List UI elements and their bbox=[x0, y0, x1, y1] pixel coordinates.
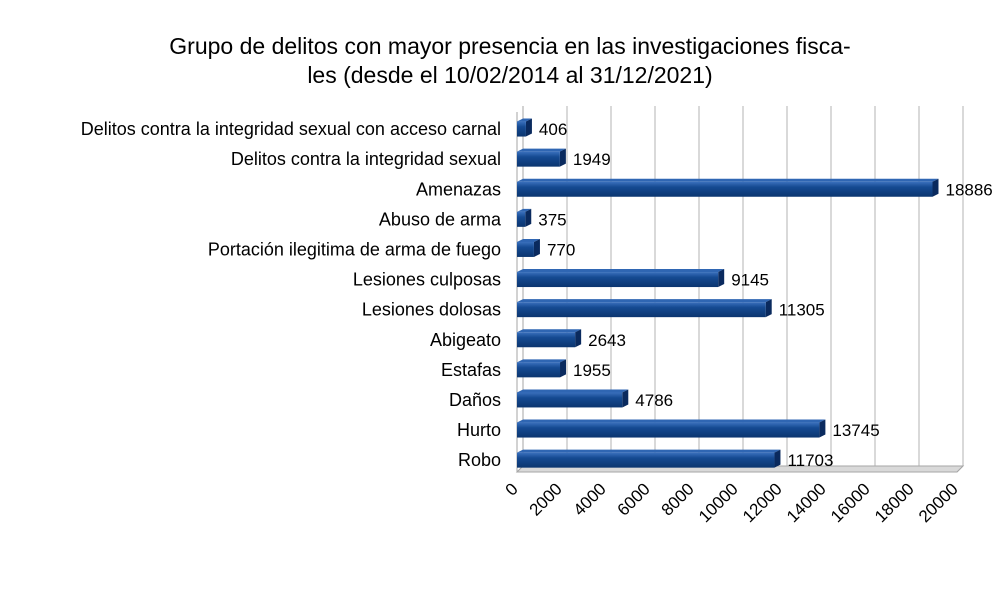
category-label: Abuso de arma bbox=[379, 209, 502, 229]
x-tick-label: 18000 bbox=[871, 479, 918, 526]
bar-top bbox=[517, 329, 582, 333]
bar bbox=[517, 329, 582, 348]
value-label: 11703 bbox=[787, 451, 833, 470]
value-label: 2643 bbox=[588, 331, 626, 350]
category-label: Delitos contra la integridad sexual bbox=[231, 149, 501, 169]
bar-front bbox=[517, 181, 933, 197]
bar bbox=[517, 118, 532, 137]
x-tick-label: 14000 bbox=[783, 479, 830, 526]
bar-end bbox=[932, 178, 939, 197]
bar-top bbox=[517, 269, 725, 273]
x-tick-label: 10000 bbox=[695, 479, 742, 526]
bar bbox=[517, 359, 567, 378]
bar-front bbox=[517, 362, 561, 378]
x-tick-label: 20000 bbox=[915, 479, 962, 526]
bar bbox=[517, 269, 725, 288]
bar-front bbox=[517, 151, 560, 167]
category-label: Delitos contra la integridad sexual con … bbox=[81, 119, 501, 139]
value-label: 1955 bbox=[573, 361, 611, 380]
value-label: 375 bbox=[538, 210, 566, 229]
chart-title-line-1: Grupo de delitos con mayor presencia en … bbox=[169, 33, 851, 59]
bar-end bbox=[533, 238, 540, 257]
x-tick-label: 0 bbox=[502, 479, 522, 499]
bar-front bbox=[517, 392, 623, 408]
bar-end bbox=[525, 118, 532, 137]
x-tick-label: 8000 bbox=[658, 479, 698, 519]
category-label: Robo bbox=[458, 450, 501, 470]
category-label: Estafas bbox=[441, 360, 501, 380]
bar-front bbox=[517, 302, 766, 318]
chart-title-line-2: les (desde el 10/02/2014 al 31/12/2021) bbox=[307, 62, 713, 88]
bar-top bbox=[517, 208, 532, 212]
value-label: 9145 bbox=[731, 271, 769, 290]
category-label: Amenazas bbox=[416, 179, 501, 199]
bar bbox=[517, 419, 826, 438]
x-tick-label: 2000 bbox=[526, 479, 566, 519]
bar-top bbox=[517, 238, 540, 242]
bar-end bbox=[774, 449, 781, 468]
bar bbox=[517, 238, 540, 257]
value-label: 770 bbox=[547, 240, 575, 259]
bar-front bbox=[517, 211, 526, 227]
bar-top bbox=[517, 118, 532, 122]
bar-front bbox=[517, 422, 820, 438]
category-label: Lesiones dolosas bbox=[362, 300, 501, 320]
bar-top bbox=[517, 359, 567, 363]
bar-end bbox=[819, 419, 826, 438]
bar bbox=[517, 148, 566, 167]
bar-front bbox=[517, 332, 576, 348]
category-label: Hurto bbox=[457, 420, 501, 440]
value-label: 406 bbox=[539, 120, 567, 139]
category-label: Lesiones culposas bbox=[353, 270, 501, 290]
bar-end bbox=[559, 148, 566, 167]
bar-end bbox=[575, 329, 582, 348]
x-tick-label: 12000 bbox=[739, 479, 786, 526]
value-label: 18886 bbox=[945, 180, 992, 199]
bar bbox=[517, 389, 629, 408]
bar bbox=[517, 449, 781, 468]
bar-top bbox=[517, 299, 772, 303]
bar-top bbox=[517, 389, 629, 393]
category-label: Abigeato bbox=[430, 330, 501, 350]
category-label: Daños bbox=[449, 390, 501, 410]
bar-end bbox=[765, 299, 772, 318]
x-tick-label: 6000 bbox=[614, 479, 654, 519]
bar-front bbox=[517, 241, 534, 257]
bar-end bbox=[525, 208, 532, 227]
bar-front bbox=[517, 121, 526, 137]
chart-title: Grupo de delitos con mayor presencia en … bbox=[80, 32, 940, 90]
bar bbox=[517, 208, 532, 227]
bar-front bbox=[517, 272, 719, 288]
bar-end bbox=[622, 389, 629, 408]
bar-top bbox=[517, 419, 826, 423]
value-label: 1949 bbox=[573, 150, 611, 169]
bar-top bbox=[517, 449, 781, 453]
bar-top bbox=[517, 148, 566, 152]
value-label: 4786 bbox=[635, 391, 673, 410]
bar bbox=[517, 299, 772, 318]
x-tick-label: 16000 bbox=[827, 479, 874, 526]
value-label: 13745 bbox=[832, 421, 879, 440]
bar-end bbox=[560, 359, 567, 378]
category-label: Portación ilegitima de arma de fuego bbox=[208, 239, 501, 259]
x-tick-label: 4000 bbox=[570, 479, 610, 519]
bar bbox=[517, 178, 939, 197]
bar-front bbox=[517, 452, 775, 468]
value-label: 11305 bbox=[779, 301, 825, 320]
bar-top bbox=[517, 178, 939, 182]
bar-end bbox=[718, 269, 725, 288]
